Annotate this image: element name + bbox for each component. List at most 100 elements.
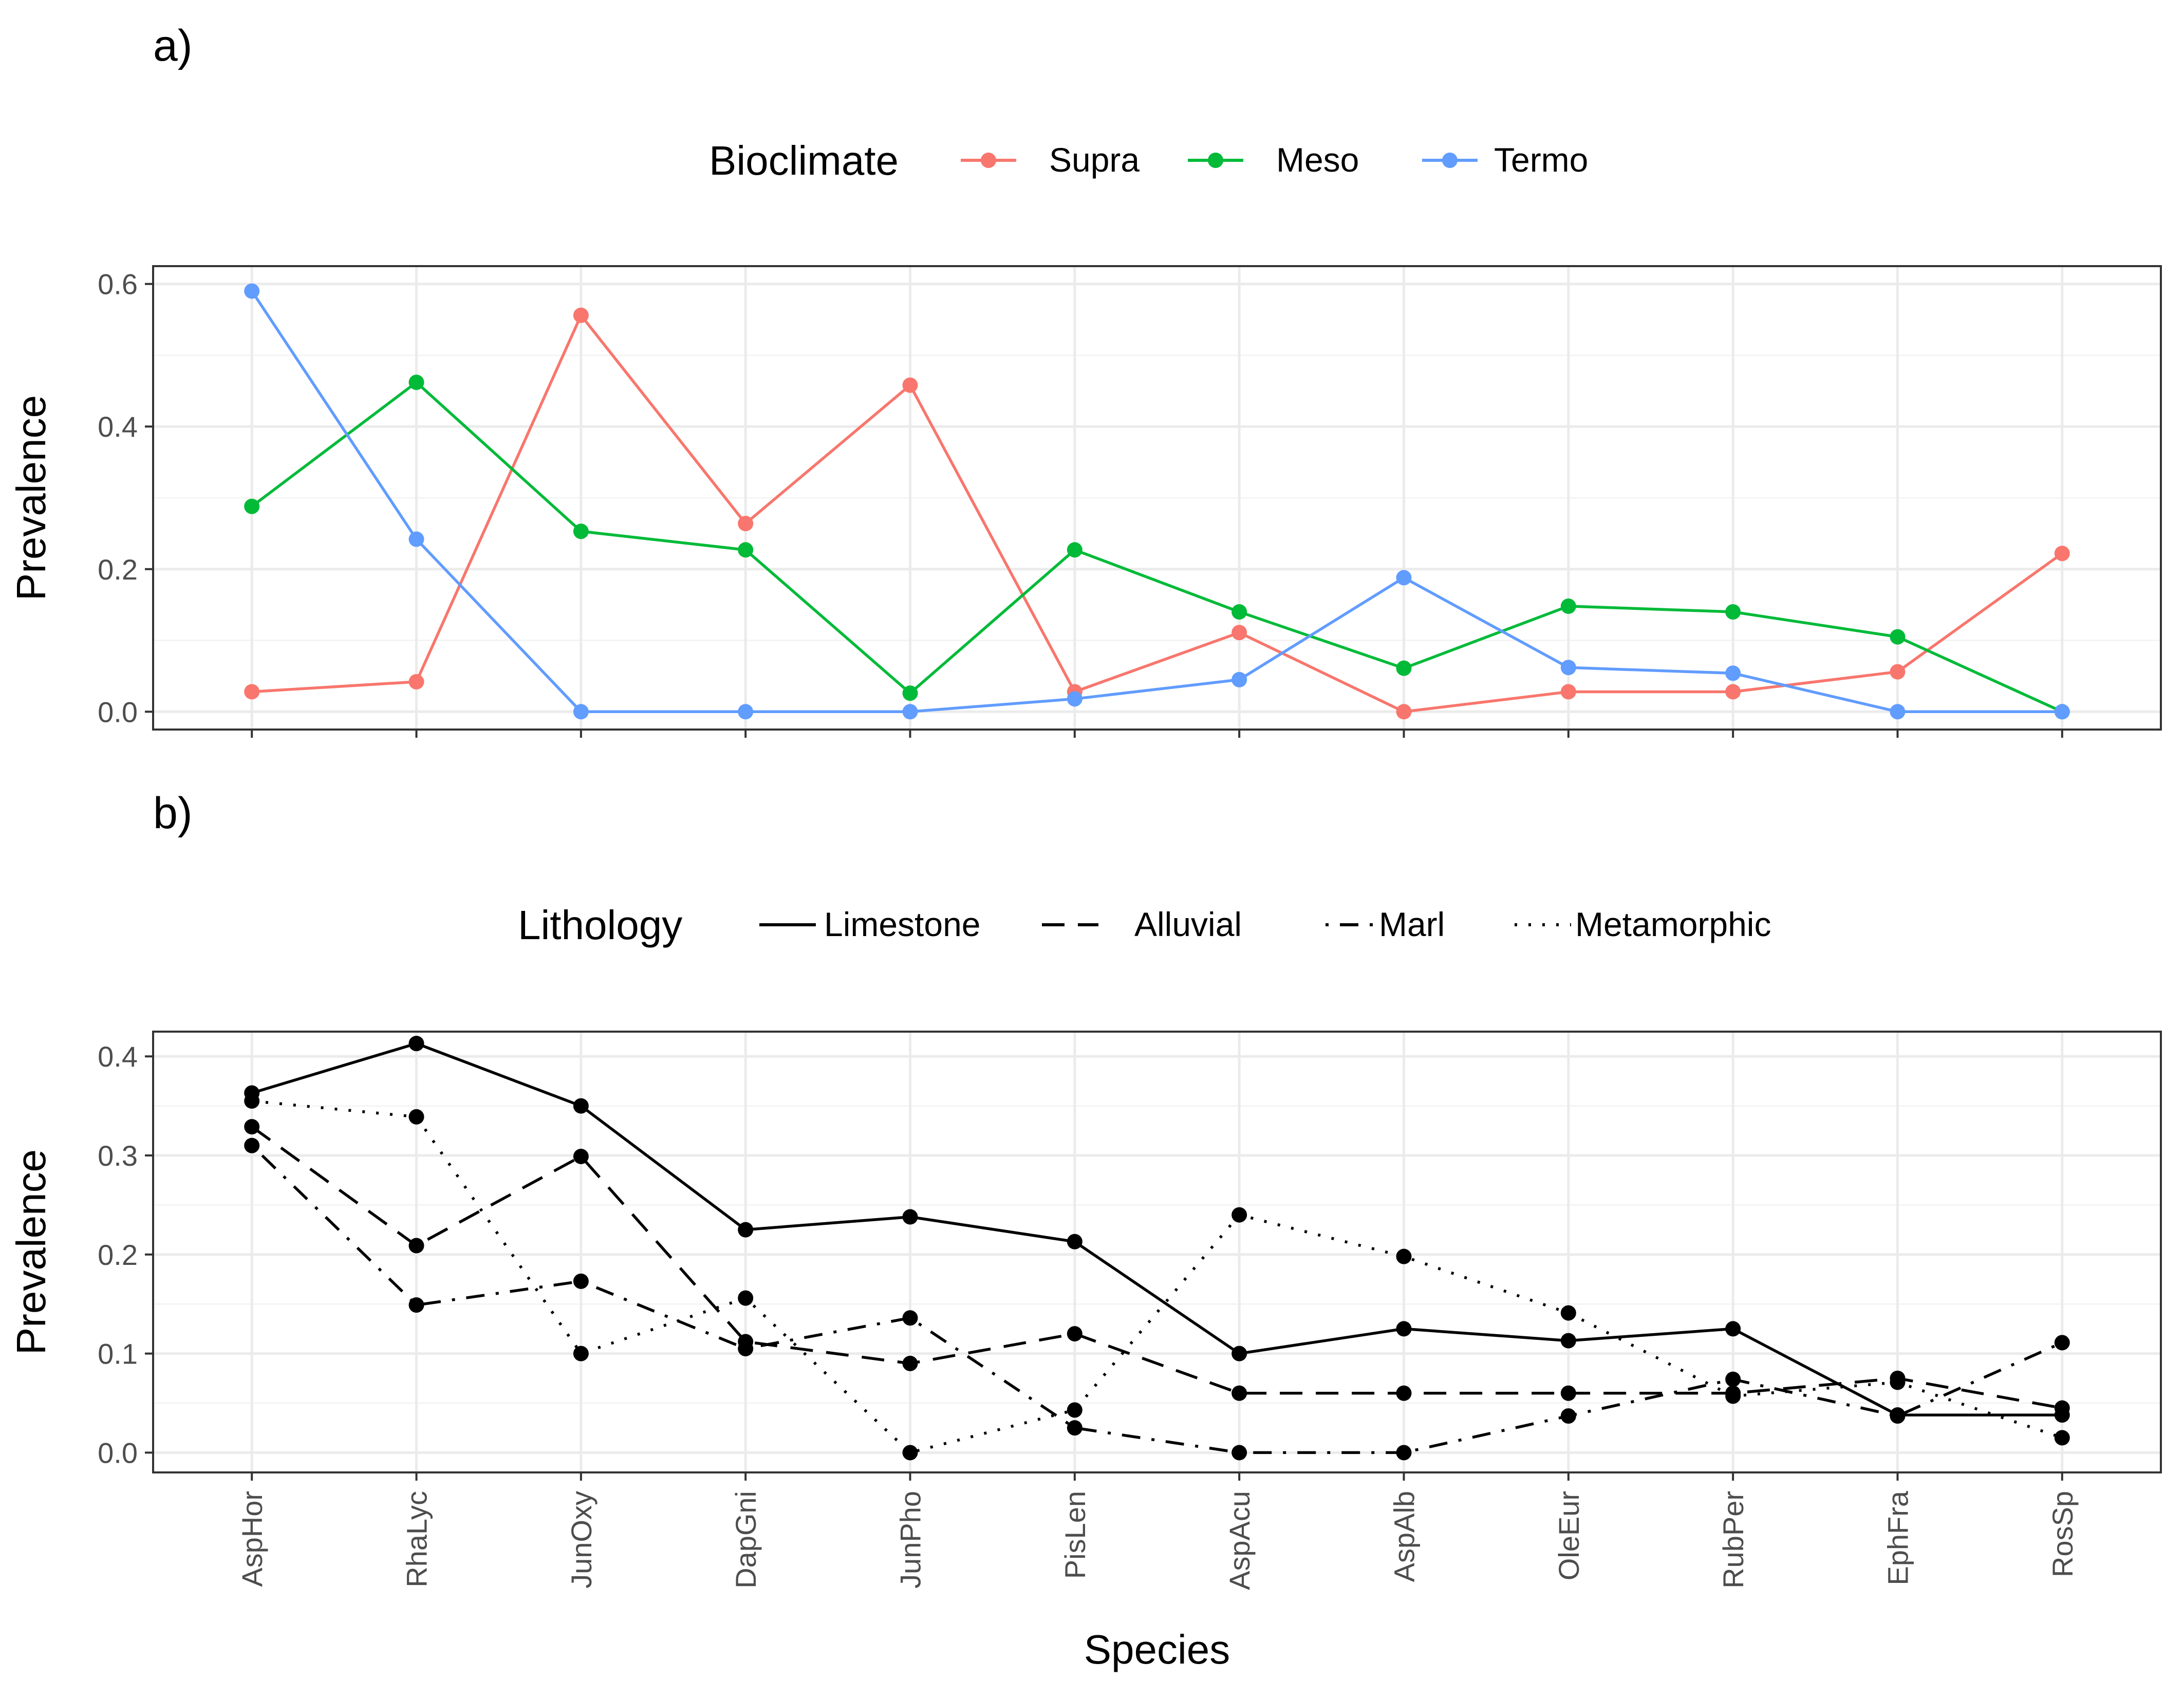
series-line-marl xyxy=(251,1144,2063,1454)
legend-key-point xyxy=(1442,153,1458,168)
x-tick-label: PisLen xyxy=(1059,1491,1091,1579)
data-point xyxy=(1067,542,1082,558)
data-point xyxy=(408,1238,424,1254)
data-point xyxy=(902,1445,918,1461)
data-point xyxy=(408,1109,424,1125)
data-point xyxy=(1231,671,1247,687)
data-point xyxy=(244,684,260,700)
data-point xyxy=(1067,1420,1082,1436)
panel-label: b) xyxy=(153,789,192,838)
data-point xyxy=(1560,684,1576,700)
data-point xyxy=(1890,1374,1906,1390)
panel-border xyxy=(152,265,2162,731)
legend-label: Limestone xyxy=(824,905,981,943)
data-point xyxy=(244,1093,260,1109)
series-marl xyxy=(244,1137,2070,1461)
legend-key-point xyxy=(981,153,996,168)
data-point xyxy=(2054,704,2070,720)
legend-label: Supra xyxy=(1049,141,1140,179)
x-tick-label: DapGni xyxy=(730,1491,762,1589)
data-point xyxy=(738,515,754,531)
data-point xyxy=(1890,704,1906,720)
data-point xyxy=(1560,660,1576,676)
data-point xyxy=(738,1340,754,1356)
data-point xyxy=(1725,1388,1741,1404)
data-point xyxy=(1890,1408,1906,1424)
data-point xyxy=(1396,704,1412,720)
data-point xyxy=(1067,1326,1082,1342)
series-metamorphic xyxy=(244,1093,2070,1461)
series-line-termo xyxy=(250,290,2062,714)
legend-title: Bioclimate xyxy=(709,138,899,183)
legend-title: Lithology xyxy=(518,902,682,948)
data-point xyxy=(902,377,918,393)
legend-label: Marl xyxy=(1379,905,1445,943)
data-point xyxy=(1231,604,1247,620)
x-tick-label: AspAcu xyxy=(1223,1491,1256,1590)
y-tick-label: 0.0 xyxy=(98,696,138,728)
x-tick-label: AspAlb xyxy=(1388,1491,1420,1582)
data-point xyxy=(738,542,754,558)
gridlines xyxy=(153,266,2161,730)
series-supra xyxy=(244,307,2070,720)
legend-item-marl: Marl xyxy=(1326,905,1445,943)
data-point xyxy=(1231,1207,1247,1223)
legend-label: Termo xyxy=(1494,141,1588,179)
data-point xyxy=(738,704,754,720)
legend-label: Meso xyxy=(1276,141,1359,179)
data-point xyxy=(2054,1335,2070,1351)
legend-key-point xyxy=(1208,153,1223,168)
data-point xyxy=(902,1209,918,1225)
data-point xyxy=(1396,1321,1412,1337)
legend-item-meso: Meso xyxy=(1188,141,1359,179)
data-point xyxy=(738,1222,754,1238)
data-point xyxy=(2054,1400,2070,1416)
data-point xyxy=(1725,665,1741,681)
series-line-supra xyxy=(252,314,2063,714)
x-tick-label: RosSp xyxy=(2046,1491,2079,1577)
data-point xyxy=(573,1098,589,1114)
data-point xyxy=(902,704,918,720)
legend-label: Alluvial xyxy=(1134,905,1242,943)
data-point xyxy=(573,704,589,720)
legend-item-metamorphic: Metamorphic xyxy=(1515,905,1771,943)
data-point xyxy=(2054,546,2070,562)
y-tick-label: 0.0 xyxy=(98,1436,138,1469)
data-point xyxy=(408,1036,424,1052)
panel-border xyxy=(152,1031,2162,1473)
chart-panel-b: b) Lithology Limestone Alluvial Marl Metamorp… xyxy=(8,789,2162,1672)
data-point xyxy=(573,1346,589,1361)
series-termo xyxy=(244,283,2070,720)
y-axis: 0.0 0.2 0.4 0.6 Prevalence xyxy=(8,268,153,728)
y-tick-label: 0.4 xyxy=(98,1040,138,1073)
y-tick-label: 0.1 xyxy=(98,1338,138,1370)
series-meso xyxy=(244,375,2070,720)
data-point xyxy=(1560,1333,1576,1349)
data-point xyxy=(1231,1445,1247,1461)
data-point xyxy=(1067,691,1082,707)
data-point xyxy=(1396,1248,1412,1264)
y-axis: 0.0 0.1 0.2 0.3 0.4 Prevalence xyxy=(8,1040,153,1469)
data-point xyxy=(573,1148,589,1164)
series-line-alluvial xyxy=(251,1125,2063,1410)
data-point xyxy=(408,375,424,390)
data-point xyxy=(738,1290,754,1306)
y-tick-label: 0.4 xyxy=(98,410,138,443)
data-point xyxy=(1560,1385,1576,1401)
data-point xyxy=(1067,1234,1082,1249)
y-tick-label: 0.3 xyxy=(98,1140,138,1172)
y-tick-label: 0.2 xyxy=(98,553,138,586)
data-point xyxy=(1725,1321,1741,1337)
data-point xyxy=(408,531,424,547)
legend-item-supra: Supra xyxy=(961,141,1140,179)
y-axis-title: Prevalence xyxy=(8,1149,54,1355)
data-point xyxy=(244,283,260,299)
x-tick-label: JunOxy xyxy=(565,1491,598,1589)
x-tick-label: RhaLyc xyxy=(401,1491,433,1588)
data-point xyxy=(244,1119,260,1135)
data-point xyxy=(902,685,918,701)
data-point xyxy=(1231,1385,1247,1401)
data-point xyxy=(902,1310,918,1326)
data-point xyxy=(573,1273,589,1289)
x-tick-label: EphFra xyxy=(1881,1490,1914,1585)
